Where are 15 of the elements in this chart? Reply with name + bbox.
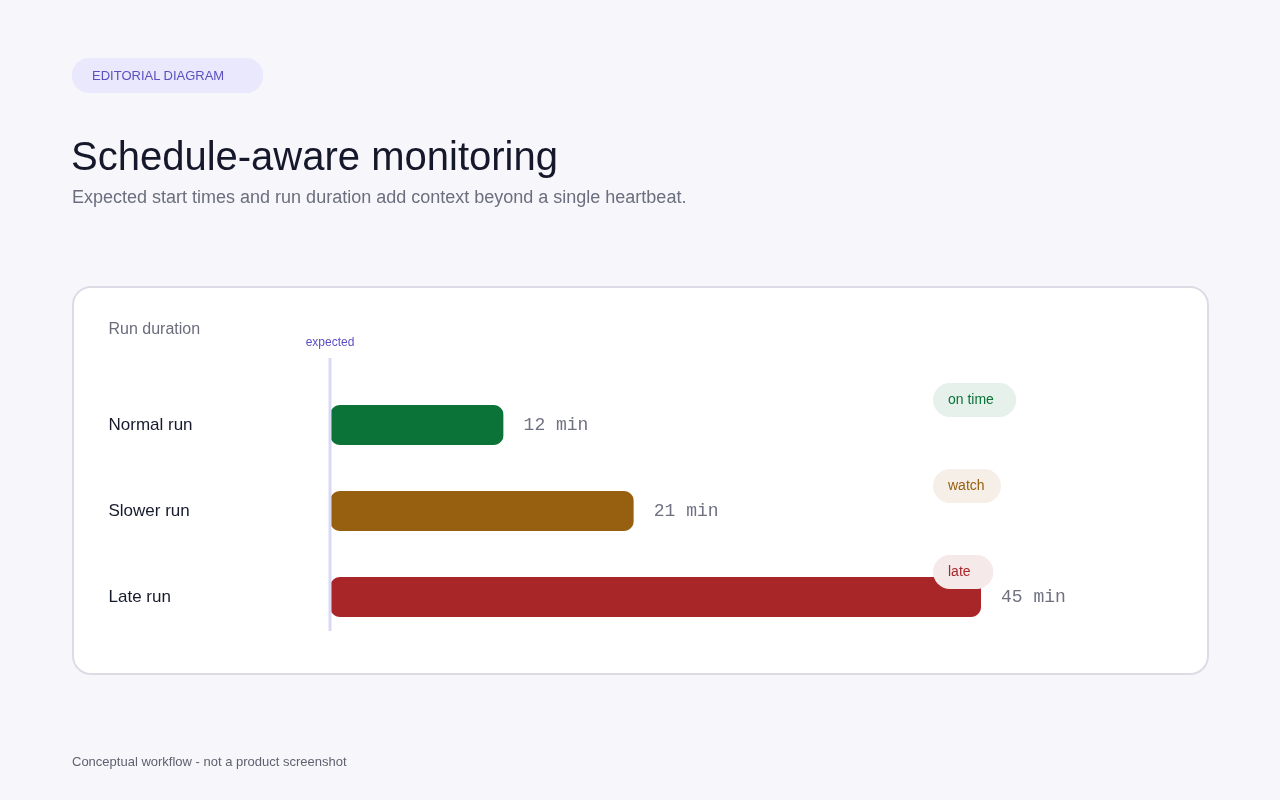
- annotation: watch: [947, 477, 985, 493]
- x-axis-title: Run duration: [108, 319, 201, 337]
- data-label: 45 min: [1001, 587, 1066, 607]
- chart-title: Schedule-aware monitoring: [71, 134, 558, 178]
- annotation: on time: [948, 391, 995, 407]
- text: Conceptual workflow - not a product screenshot: [72, 754, 347, 769]
- text: EDITORIAL DIAGRAM: [92, 67, 225, 83]
- y-tick-label: Normal run: [108, 415, 193, 434]
- y-tick-label: Slower run: [108, 501, 190, 520]
- y-tick-label: Late run: [108, 587, 171, 606]
- data-label: 12 min: [523, 415, 589, 435]
- chart-subtitle: Expected start times and run duration add context beyond a single heartbeat.: [72, 187, 687, 207]
- data-label: 21 min: [653, 501, 719, 521]
- ref-line-label: expected: [305, 335, 355, 349]
- annotation: late: [948, 563, 971, 579]
